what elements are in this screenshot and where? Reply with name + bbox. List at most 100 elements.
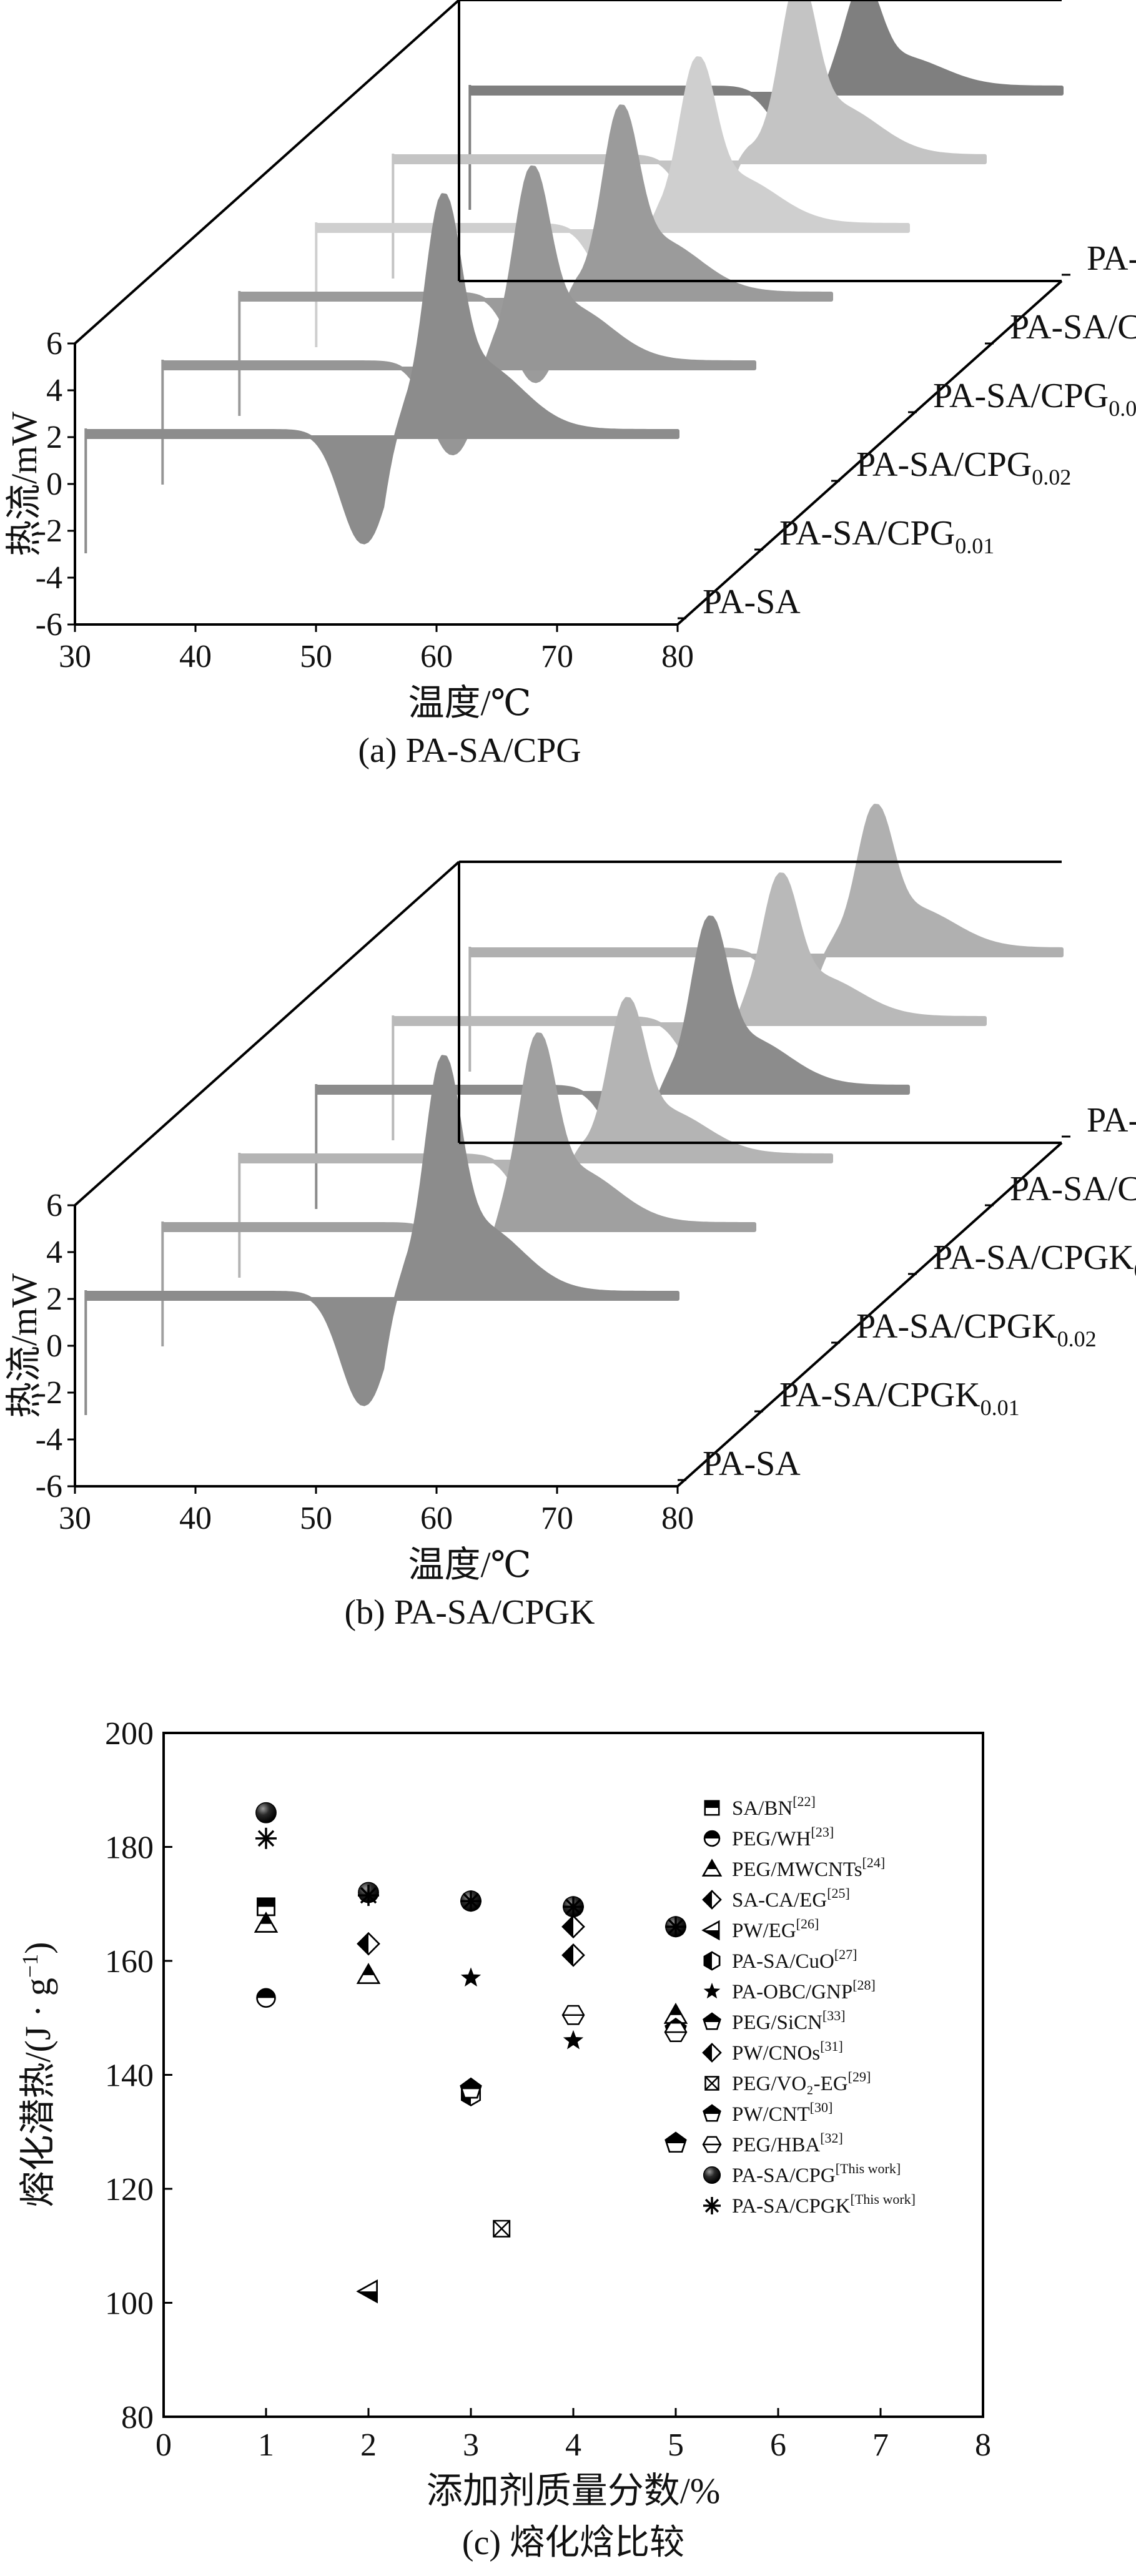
x-tick-label: 0 [156, 2427, 172, 2463]
x-tick-label: 50 [300, 639, 332, 674]
series-labels: PA-SA PA-SA/CPG0.01 PA-SA/CPG0.02 PA-SA/CPG… [678, 239, 1136, 621]
series-label: PA-SA/CPGK0.01 [779, 1376, 1020, 1420]
y-tick-label: 2 [46, 1281, 62, 1317]
dsc-panel-b: 30 40 50 60 70 80 6 4 2 0 -2 -4 -6 PA-SA PA-SA/CPGK0… [4, 804, 1136, 1632]
data-point [356, 1963, 381, 1984]
data-point [561, 1915, 585, 1939]
data-point [561, 2005, 585, 2025]
panel-caption: (c) 熔化焓比较 [462, 2524, 684, 2562]
x-tick-label: 40 [179, 639, 212, 674]
y-tick-label: -2 [36, 1375, 62, 1411]
data-point [665, 1916, 686, 1938]
x-axis-label: 添加剂质量分数/% [427, 2470, 720, 2511]
legend-entry: PEG/VO₂-EG[29] [732, 2069, 871, 2095]
y-tick-label: 140 [105, 2058, 154, 2094]
enthalpy-scatter-panel: 0 1 2 3 4 5 6 7 8 80 100 120 140 160 180 200 SA/BN[22] P… [17, 1716, 991, 2562]
x-tick-label: 2 [360, 2427, 377, 2463]
y-axis-label: 熔化潜热/(J · g−1) [17, 1942, 58, 2208]
legend-entry: PW/EG[26] [732, 1916, 819, 1942]
data-point [256, 1988, 276, 2008]
legend-entry: PA-OBC/GNP[28] [732, 1977, 876, 2003]
triangle-left-half-marker [701, 1920, 720, 1941]
star-marker [703, 1983, 721, 1999]
series-label: PA-SA [703, 1444, 801, 1483]
y-tick-label: 4 [46, 373, 62, 408]
dsc-curves [84, 804, 1064, 1415]
circle-half-marker [703, 1830, 721, 1847]
data-point [460, 1890, 482, 1912]
legend-entry: PA-SA/CPGK[This work] [732, 2191, 916, 2218]
x-tick-label: 7 [872, 2427, 889, 2463]
x-tick-label: 80 [661, 1501, 694, 1536]
triangle-half-marker [701, 1858, 723, 1877]
x-tick-label: 80 [661, 639, 694, 674]
data-point [356, 2279, 378, 2304]
data-point [563, 2030, 584, 2050]
curve-drop-line [161, 1221, 164, 1346]
legend: SA/BN[22] PEG/WH[23] PEG/MWCNTs[24] SA-CA/E… [701, 1794, 916, 2218]
curve-trace [469, 804, 1064, 1002]
series-label: PA-SA/CPGK0.04 [1010, 1170, 1136, 1214]
hexagon-half-marker [703, 1951, 721, 1971]
pentagon-half-marker [703, 2012, 721, 2030]
curve-trace [85, 193, 679, 545]
legend-entry: PA-SA/CPG[This work] [732, 2161, 901, 2187]
x-tick-label: 40 [179, 1501, 212, 1536]
data-point [493, 2219, 511, 2238]
y-tick-label: -6 [36, 607, 62, 643]
square-half-marker [704, 1800, 720, 1816]
x-axis-label: 温度/℃ [408, 683, 531, 723]
series-label: PA-SA/CPG0.04 [1010, 308, 1136, 352]
x-tick-label: 70 [541, 639, 573, 674]
legend-entry: PW/CNOs[31] [732, 2038, 843, 2065]
dsc-curve [84, 193, 679, 553]
curve-drop-line [238, 291, 241, 416]
x-tick-label: 60 [420, 639, 453, 674]
data-point [460, 1967, 482, 1987]
data-point [563, 1896, 584, 1918]
data-point [664, 2022, 688, 2043]
y-tick-label: 2 [46, 420, 62, 455]
curve-trace [85, 1055, 679, 1406]
dsc-curve [315, 915, 910, 1209]
y-tick-label: 0 [46, 466, 62, 502]
data-point [255, 1802, 277, 1823]
data-point [254, 1912, 279, 1933]
curve-drop-line [84, 1290, 87, 1415]
x-tick-label: 3 [463, 2427, 479, 2463]
y-tick-label: 6 [46, 326, 62, 362]
y-axis-label: 热流/mW [4, 1273, 44, 1418]
y-tick-label: 180 [105, 1830, 154, 1866]
dsc-panel-a: 30 40 50 60 70 80 6 4 2 0 -2 -4 -6 PA-SA PA-SA/CPG0.… [4, 0, 1136, 770]
data-points [254, 1802, 688, 2304]
y-tick-label: 0 [46, 1328, 62, 1364]
legend-entry: SA/BN[22] [732, 1794, 816, 1820]
curve-trace [469, 0, 1064, 142]
x-tick-label: 30 [59, 1501, 91, 1536]
dsc-curve [468, 0, 1064, 210]
x-tick-label: 5 [668, 2427, 684, 2463]
x-tick-label: 60 [420, 1501, 453, 1536]
series-label: PA-SA/CPG0.03 [933, 377, 1136, 421]
y-tick-label: 200 [105, 1716, 154, 1752]
dsc-curves [84, 0, 1064, 553]
x-tick-label: 50 [300, 1501, 332, 1536]
curve-trace [162, 1032, 756, 1275]
x-tick-label: 30 [59, 639, 91, 674]
x-tick-label: 6 [770, 2427, 786, 2463]
y-tick-label: 120 [105, 2172, 154, 2208]
y-axis-label: 热流/mW [4, 412, 44, 556]
series-label: PA-SA/CPGK0.02 [856, 1307, 1097, 1351]
legend-entry: PEG/MWCNTs[24] [732, 1855, 885, 1881]
dsc-curve [468, 804, 1064, 1072]
curve-drop-line [161, 360, 164, 485]
curve-drop-line [315, 222, 318, 347]
dsc-curve [161, 1032, 756, 1346]
pentagon-half-marker [703, 2104, 721, 2122]
x-tick-label: 8 [975, 2427, 991, 2463]
curve-drop-line [84, 428, 87, 553]
series-labels: PA-SA PA-SA/CPGK0.01 PA-SA/CPGK0.02 PA-SA/C… [678, 1101, 1136, 1483]
y-tick-label: -4 [36, 1422, 62, 1458]
data-point [357, 1932, 380, 1956]
curve-drop-line [468, 947, 472, 1072]
